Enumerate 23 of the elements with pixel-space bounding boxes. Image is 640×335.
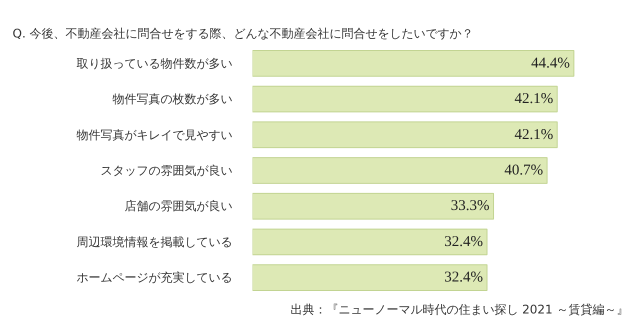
bar <box>252 228 488 256</box>
source-note: 出典：『ニューノーマル時代の住まい探し 2021 ～賃貸編～』 <box>290 302 629 316</box>
bar <box>252 50 574 77</box>
y-tick-label: スタッフの雰囲気が良い <box>100 164 232 178</box>
data-label: 44.4% <box>531 55 570 72</box>
bar <box>252 192 494 220</box>
y-tick-label: ホームページが充実している <box>76 270 232 285</box>
bar <box>252 86 558 112</box>
data-label: 32.4% <box>444 234 484 250</box>
y-tick-label: 店舗の雰囲気が良い <box>124 199 232 214</box>
bar <box>252 264 488 291</box>
data-label: 40.7% <box>504 162 544 178</box>
y-tick-label: 物件写真がキレイで見やすい <box>76 128 232 142</box>
data-label: 42.1% <box>514 91 554 108</box>
y-tick-label: 物件写真の枚数が多い <box>112 92 232 106</box>
data-label: 33.3% <box>450 198 490 214</box>
bar <box>252 157 548 184</box>
data-label: 32.4% <box>444 270 484 286</box>
y-tick-label: 周辺環境情報を掲載している <box>76 234 232 249</box>
chart-title: Q. 今後、不動産会社に問合せをする際、どんな不動産会社に問合せをしたいですか？ <box>12 26 474 40</box>
data-label: 42.1% <box>514 126 554 143</box>
y-tick-label: 取り扱っている物件数が多い <box>76 56 232 70</box>
bar <box>252 121 558 148</box>
